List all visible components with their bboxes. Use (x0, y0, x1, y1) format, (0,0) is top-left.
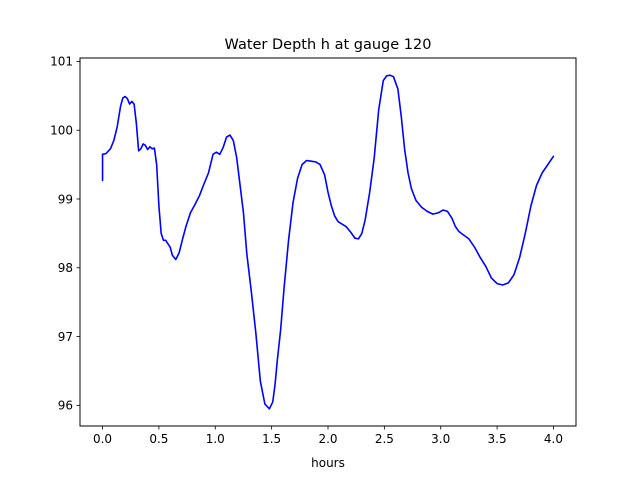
series-line-0 (101, 74, 555, 410)
x-tick-label: 2.5 (375, 432, 394, 446)
y-axis: 96 97 98 99 100 101 (50, 55, 80, 413)
y-tick-label: 98 (58, 261, 73, 275)
y-tick-label: 101 (50, 55, 73, 69)
x-tick-label: 3.0 (431, 432, 450, 446)
y-tick-label: 96 (58, 399, 73, 413)
x-axis: 0.0 0.5 1.0 1.5 2.0 2.5 3.0 3.5 4.0 (93, 426, 563, 446)
plot-area (101, 74, 555, 410)
x-tick-label: 4.0 (544, 432, 563, 446)
x-tick-label: 0.0 (93, 432, 112, 446)
x-tick-label: 2.0 (318, 432, 337, 446)
y-tick-label: 99 (58, 192, 73, 206)
x-tick-label: 0.5 (149, 432, 168, 446)
y-tick-label: 97 (58, 330, 73, 344)
chart-title: Water Depth h at gauge 120 (225, 37, 432, 53)
plot-frame (79, 57, 577, 427)
y-tick-label: 100 (50, 124, 73, 138)
x-tick-label: 1.5 (262, 432, 281, 446)
x-tick-label: 1.0 (206, 432, 225, 446)
x-tick-label: 3.5 (488, 432, 507, 446)
x-axis-label: hours (311, 456, 345, 470)
